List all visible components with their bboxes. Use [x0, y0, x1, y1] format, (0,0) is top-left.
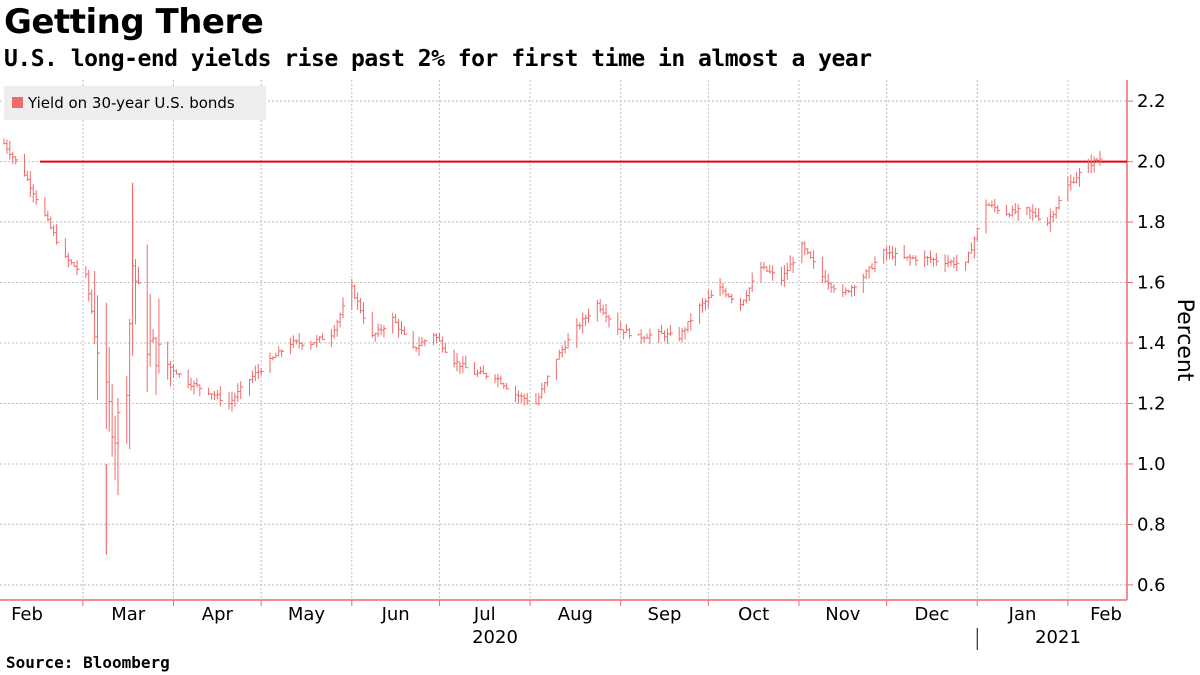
y-tick-label: 1.6	[1137, 273, 1166, 294]
y-tick-label: 2.2	[1137, 91, 1166, 112]
chart-title: Getting There	[4, 2, 264, 42]
x-tick-label: Dec	[915, 604, 950, 625]
year-label-2020: 2020	[472, 627, 518, 648]
y-tick-label: 1.8	[1137, 212, 1166, 233]
y-tick-label: 1.2	[1137, 393, 1166, 414]
x-tick-label: Nov	[825, 604, 860, 625]
x-tick-label: Feb	[11, 604, 43, 625]
x-tick-label: Jul	[473, 604, 496, 625]
x-tick-label: Jun	[381, 604, 410, 625]
x-tick-label: Jan	[1008, 604, 1037, 625]
legend-box	[4, 86, 266, 120]
x-tick-label: Aug	[558, 604, 593, 625]
chart-subtitle: U.S. long-end yields rise past 2% for fi…	[4, 46, 872, 72]
x-tick-label: Oct	[738, 604, 769, 625]
legend-swatch	[12, 97, 23, 108]
y-tick-label: 0.6	[1137, 575, 1166, 596]
source-note: Source: Bloomberg	[6, 653, 170, 672]
x-tick-label: Feb	[1090, 604, 1122, 625]
x-tick-label: Sep	[648, 604, 682, 625]
y-tick-label: 0.8	[1137, 514, 1166, 535]
x-tick-label: Mar	[111, 604, 146, 625]
legend-label: Yield on 30-year U.S. bonds	[27, 94, 235, 112]
y-axis-title: Percent	[1172, 299, 1197, 382]
y-tick-label: 2.0	[1137, 152, 1166, 173]
x-tick-label: Apr	[202, 604, 234, 625]
x-tick-label: May	[288, 604, 326, 625]
y-tick-label: 1.0	[1137, 454, 1166, 475]
year-label-2021: 2021	[1035, 627, 1081, 648]
y-tick-label: 1.4	[1137, 333, 1166, 354]
